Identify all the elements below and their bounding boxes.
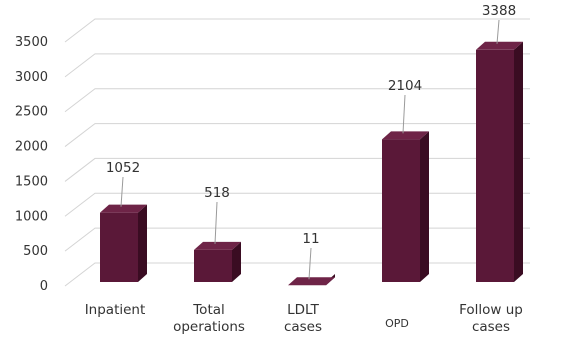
x-tick-label: Total operations — [173, 302, 245, 335]
y-tick-label: 0 — [40, 279, 48, 294]
bar-front — [382, 139, 420, 282]
leader-line — [308, 247, 312, 280]
leader-line — [120, 176, 124, 207]
y-tick-label: 1500 — [15, 174, 48, 189]
leader-line — [496, 19, 500, 44]
x-axis: Inpatient Total operations LDLT cases OPD Foll… — [85, 302, 523, 335]
gridline — [64, 88, 530, 113]
leader-line — [214, 201, 218, 244]
bar-top — [100, 204, 147, 213]
bar-front — [194, 249, 232, 282]
y-tick-label: 3000 — [15, 70, 48, 85]
bar-front — [100, 212, 138, 282]
x-tick-label: Follow up cases — [459, 302, 523, 335]
bars — [100, 41, 523, 286]
x-tick-label: LDLT cases — [284, 302, 322, 335]
x-tick-label: Inpatient — [85, 302, 146, 318]
y-tick-label: 1000 — [15, 209, 48, 224]
bar-top — [382, 131, 429, 140]
data-labels: 1052 518 11 2104 3388 — [106, 3, 516, 280]
gridline — [64, 53, 530, 78]
y-tick-label: 2000 — [15, 140, 48, 155]
bar-front — [476, 49, 514, 282]
data-label: 2104 — [388, 78, 422, 94]
y-tick-label: 3500 — [15, 35, 48, 50]
bar-top — [288, 277, 335, 286]
gridline — [64, 18, 530, 43]
bar — [288, 274, 335, 286]
bar-top — [476, 41, 523, 50]
bar — [382, 131, 429, 282]
data-label: 3388 — [482, 3, 516, 19]
leader-line — [402, 94, 406, 134]
gridlines — [64, 18, 530, 287]
bar-side — [232, 241, 241, 282]
gridline — [64, 123, 530, 147]
bar-side — [138, 204, 147, 282]
bar-top — [194, 241, 241, 250]
bar-side — [514, 41, 523, 282]
data-label: 518 — [204, 185, 230, 201]
y-tick-label: 2500 — [15, 105, 48, 120]
bar — [100, 204, 147, 282]
y-tick-label: 500 — [23, 244, 48, 259]
y-axis: 0 500 1000 1500 2000 2500 3000 3500 — [15, 35, 48, 294]
bar — [476, 41, 523, 282]
bar — [194, 241, 241, 282]
bar-side — [420, 131, 429, 282]
x-tick-label: OPD — [385, 317, 409, 330]
data-label: 11 — [302, 231, 319, 247]
data-label: 1052 — [106, 160, 140, 176]
